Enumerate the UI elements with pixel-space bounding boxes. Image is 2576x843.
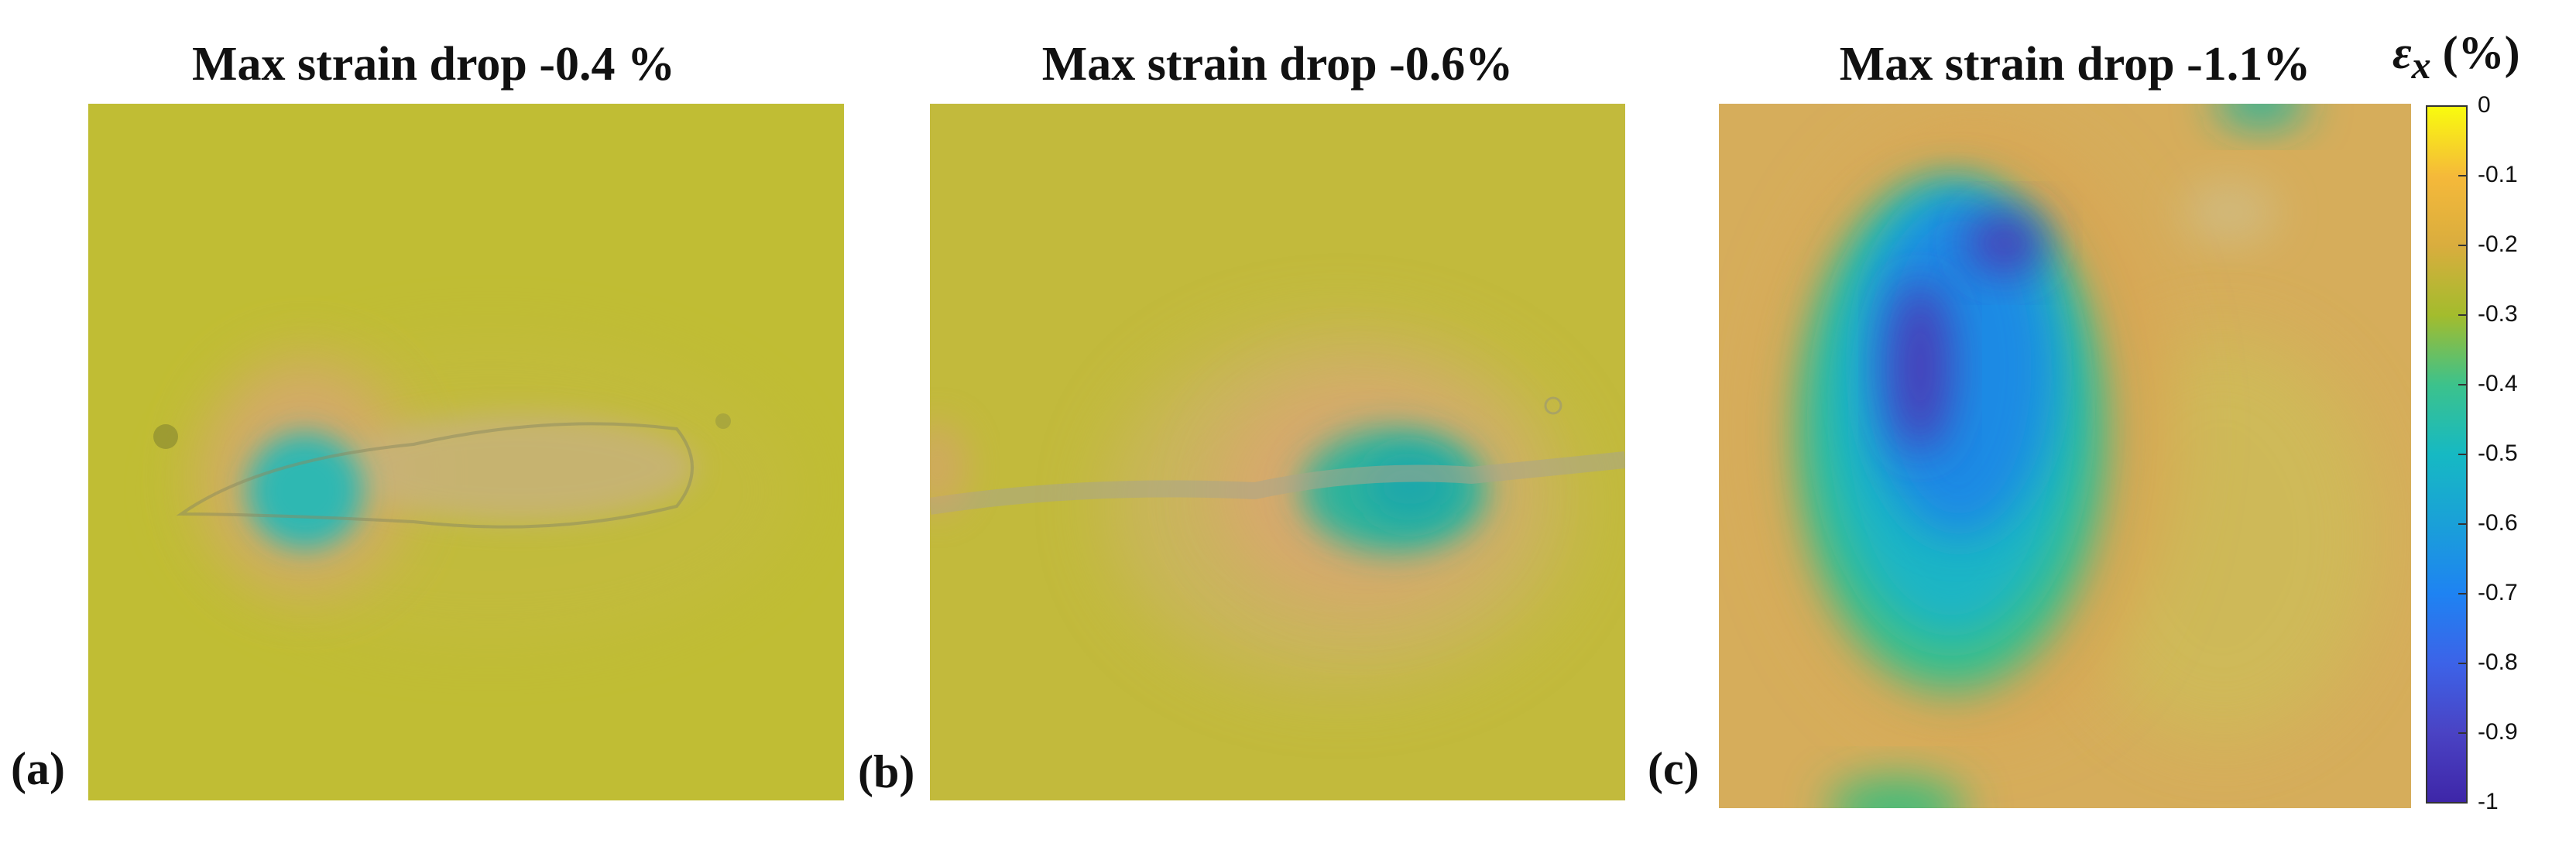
colorbar-tick-label: 0	[2478, 92, 2491, 118]
colorbar-tick-label: -0.4	[2478, 371, 2518, 396]
colorbar-tick-label: -1	[2478, 789, 2499, 814]
panel-a-image	[88, 104, 844, 800]
panel-c-label: (c)	[1648, 743, 1700, 794]
panel-a-label: (a)	[11, 743, 65, 794]
colorbar-unit: (%)	[2442, 27, 2520, 78]
panel-c-title: Max strain drop -1.1%	[1839, 38, 2311, 91]
colorbar-tick-mark	[2458, 245, 2468, 246]
panel-c-image	[1719, 104, 2411, 808]
colorbar-tick-mark	[2458, 175, 2468, 176]
colorbar-tick-mark	[2458, 802, 2468, 804]
colorbar-tick-label: -0.2	[2478, 231, 2518, 257]
panel-b-title: Max strain drop -0.6%	[1041, 38, 1514, 91]
colorbar-tick-label: -0.8	[2478, 649, 2518, 675]
colorbar-symbol: ε	[2392, 27, 2412, 78]
colorbar-tick-mark	[2458, 523, 2468, 525]
colorbar-tick-mark	[2458, 105, 2468, 107]
colorbar-tick-label: -0.3	[2478, 301, 2518, 327]
panel-b-label: (b)	[858, 746, 915, 797]
colorbar-tick-label: -0.7	[2478, 580, 2518, 605]
colorbar-tick-mark	[2458, 384, 2468, 386]
panel-a-title: Max strain drop -0.4 %	[191, 38, 676, 91]
panel-b-image	[930, 104, 1625, 800]
colorbar-tick-label: -0.6	[2478, 510, 2518, 536]
colorbar-tick-mark	[2458, 732, 2468, 734]
colorbar-tick-mark	[2458, 314, 2468, 316]
colorbar-label: εx (%)	[2392, 22, 2520, 87]
colorbar-tick-mark	[2458, 454, 2468, 455]
colorbar-tick-label: -0.9	[2478, 719, 2518, 745]
colorbar-tick-label: -0.5	[2478, 440, 2518, 466]
colorbar-tick-mark	[2458, 593, 2468, 595]
colorbar-subscript: x	[2411, 43, 2431, 87]
colorbar-tick-label: -0.1	[2478, 162, 2518, 187]
colorbar-tick-mark	[2458, 663, 2468, 664]
colorbar	[2426, 105, 2468, 804]
